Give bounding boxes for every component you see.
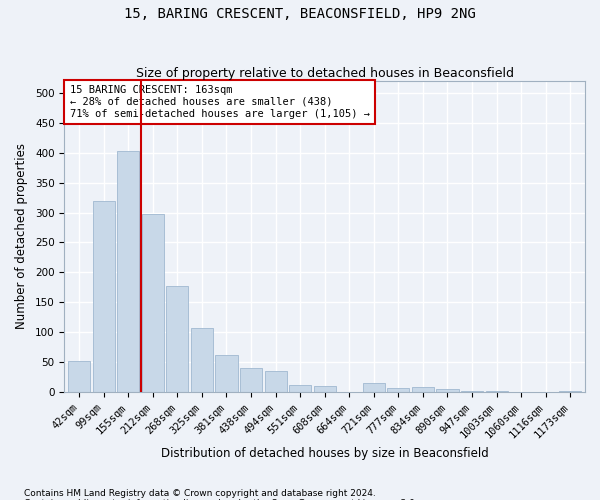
Y-axis label: Number of detached properties: Number of detached properties bbox=[15, 144, 28, 330]
Bar bbox=[289, 385, 311, 392]
Bar bbox=[461, 390, 483, 392]
Text: 15, BARING CRESCENT, BEACONSFIELD, HP9 2NG: 15, BARING CRESCENT, BEACONSFIELD, HP9 2… bbox=[124, 8, 476, 22]
Text: Contains public sector information licensed under the Open Government Licence v3: Contains public sector information licen… bbox=[24, 498, 418, 500]
Bar bbox=[142, 214, 164, 392]
Bar bbox=[363, 384, 385, 392]
Bar bbox=[240, 368, 262, 392]
Bar bbox=[117, 151, 139, 392]
Bar bbox=[485, 391, 508, 392]
X-axis label: Distribution of detached houses by size in Beaconsfield: Distribution of detached houses by size … bbox=[161, 447, 488, 460]
Bar bbox=[436, 390, 458, 392]
Text: Contains HM Land Registry data © Crown copyright and database right 2024.: Contains HM Land Registry data © Crown c… bbox=[24, 488, 376, 498]
Bar bbox=[412, 387, 434, 392]
Bar bbox=[92, 200, 115, 392]
Bar bbox=[314, 386, 336, 392]
Bar bbox=[559, 391, 581, 392]
Bar bbox=[388, 388, 409, 392]
Bar bbox=[68, 360, 90, 392]
Text: 15 BARING CRESCENT: 163sqm
← 28% of detached houses are smaller (438)
71% of sem: 15 BARING CRESCENT: 163sqm ← 28% of deta… bbox=[70, 86, 370, 118]
Bar bbox=[191, 328, 213, 392]
Bar bbox=[265, 372, 287, 392]
Bar bbox=[215, 354, 238, 393]
Title: Size of property relative to detached houses in Beaconsfield: Size of property relative to detached ho… bbox=[136, 66, 514, 80]
Bar bbox=[166, 286, 188, 393]
